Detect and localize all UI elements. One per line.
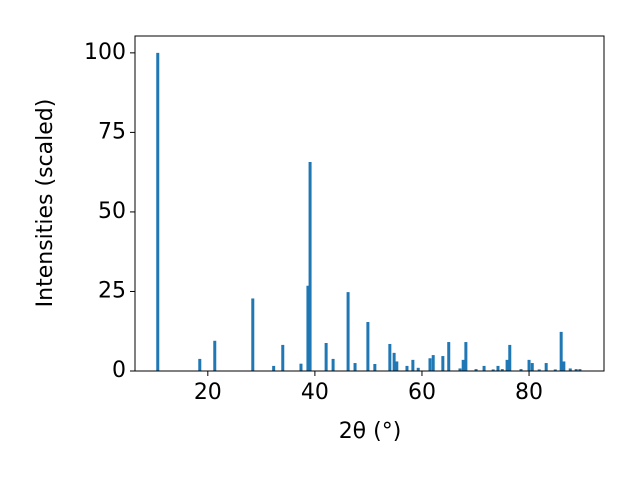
bar [461,359,465,371]
bar [491,369,495,371]
bar [505,359,509,371]
x-axis-label: 2θ (°) [339,419,402,444]
bar [156,52,160,371]
bar [496,365,500,371]
bar [530,363,534,371]
bar [324,343,328,371]
bar [308,161,312,371]
bar [568,368,572,371]
bar [474,369,478,371]
bar [411,359,415,371]
bar [431,355,435,371]
x-tick-label: 40 [301,380,329,405]
y-tick-label: 25 [98,278,126,303]
bar [251,298,255,371]
bar [519,369,523,371]
plot-frame [134,35,605,372]
bar [527,359,531,371]
y-tick-label: 100 [84,40,126,65]
bar [537,369,541,371]
bar [272,365,276,371]
bar [331,358,335,371]
bar [544,363,548,371]
bar [213,340,217,371]
bar [405,365,409,371]
bar [574,369,578,371]
bar [508,344,512,371]
bar [299,363,303,371]
bar [482,365,486,371]
bar [388,343,392,371]
x-tick-label: 80 [515,380,543,405]
y-tick-label: 0 [112,358,126,383]
bar [395,361,399,371]
bar [373,364,377,371]
bar [578,369,582,371]
bar [441,356,445,371]
bar [428,358,432,371]
bar [306,285,310,371]
y-tick-label: 75 [98,119,126,144]
bar [353,363,357,371]
x-tick-label: 20 [194,380,222,405]
bar [464,342,468,371]
bar [458,368,462,371]
bar [366,322,370,371]
bar [346,292,350,371]
bar [500,369,504,371]
y-axis-label: Intensities (scaled) [33,99,58,308]
bar [553,369,557,371]
bar [562,361,566,371]
y-tick-label: 50 [98,199,126,224]
bar [392,352,396,371]
bar [281,344,285,371]
bar [447,342,451,371]
x-tick-label: 60 [408,380,436,405]
bar [559,331,563,371]
bar [416,367,420,371]
bar [198,358,202,371]
